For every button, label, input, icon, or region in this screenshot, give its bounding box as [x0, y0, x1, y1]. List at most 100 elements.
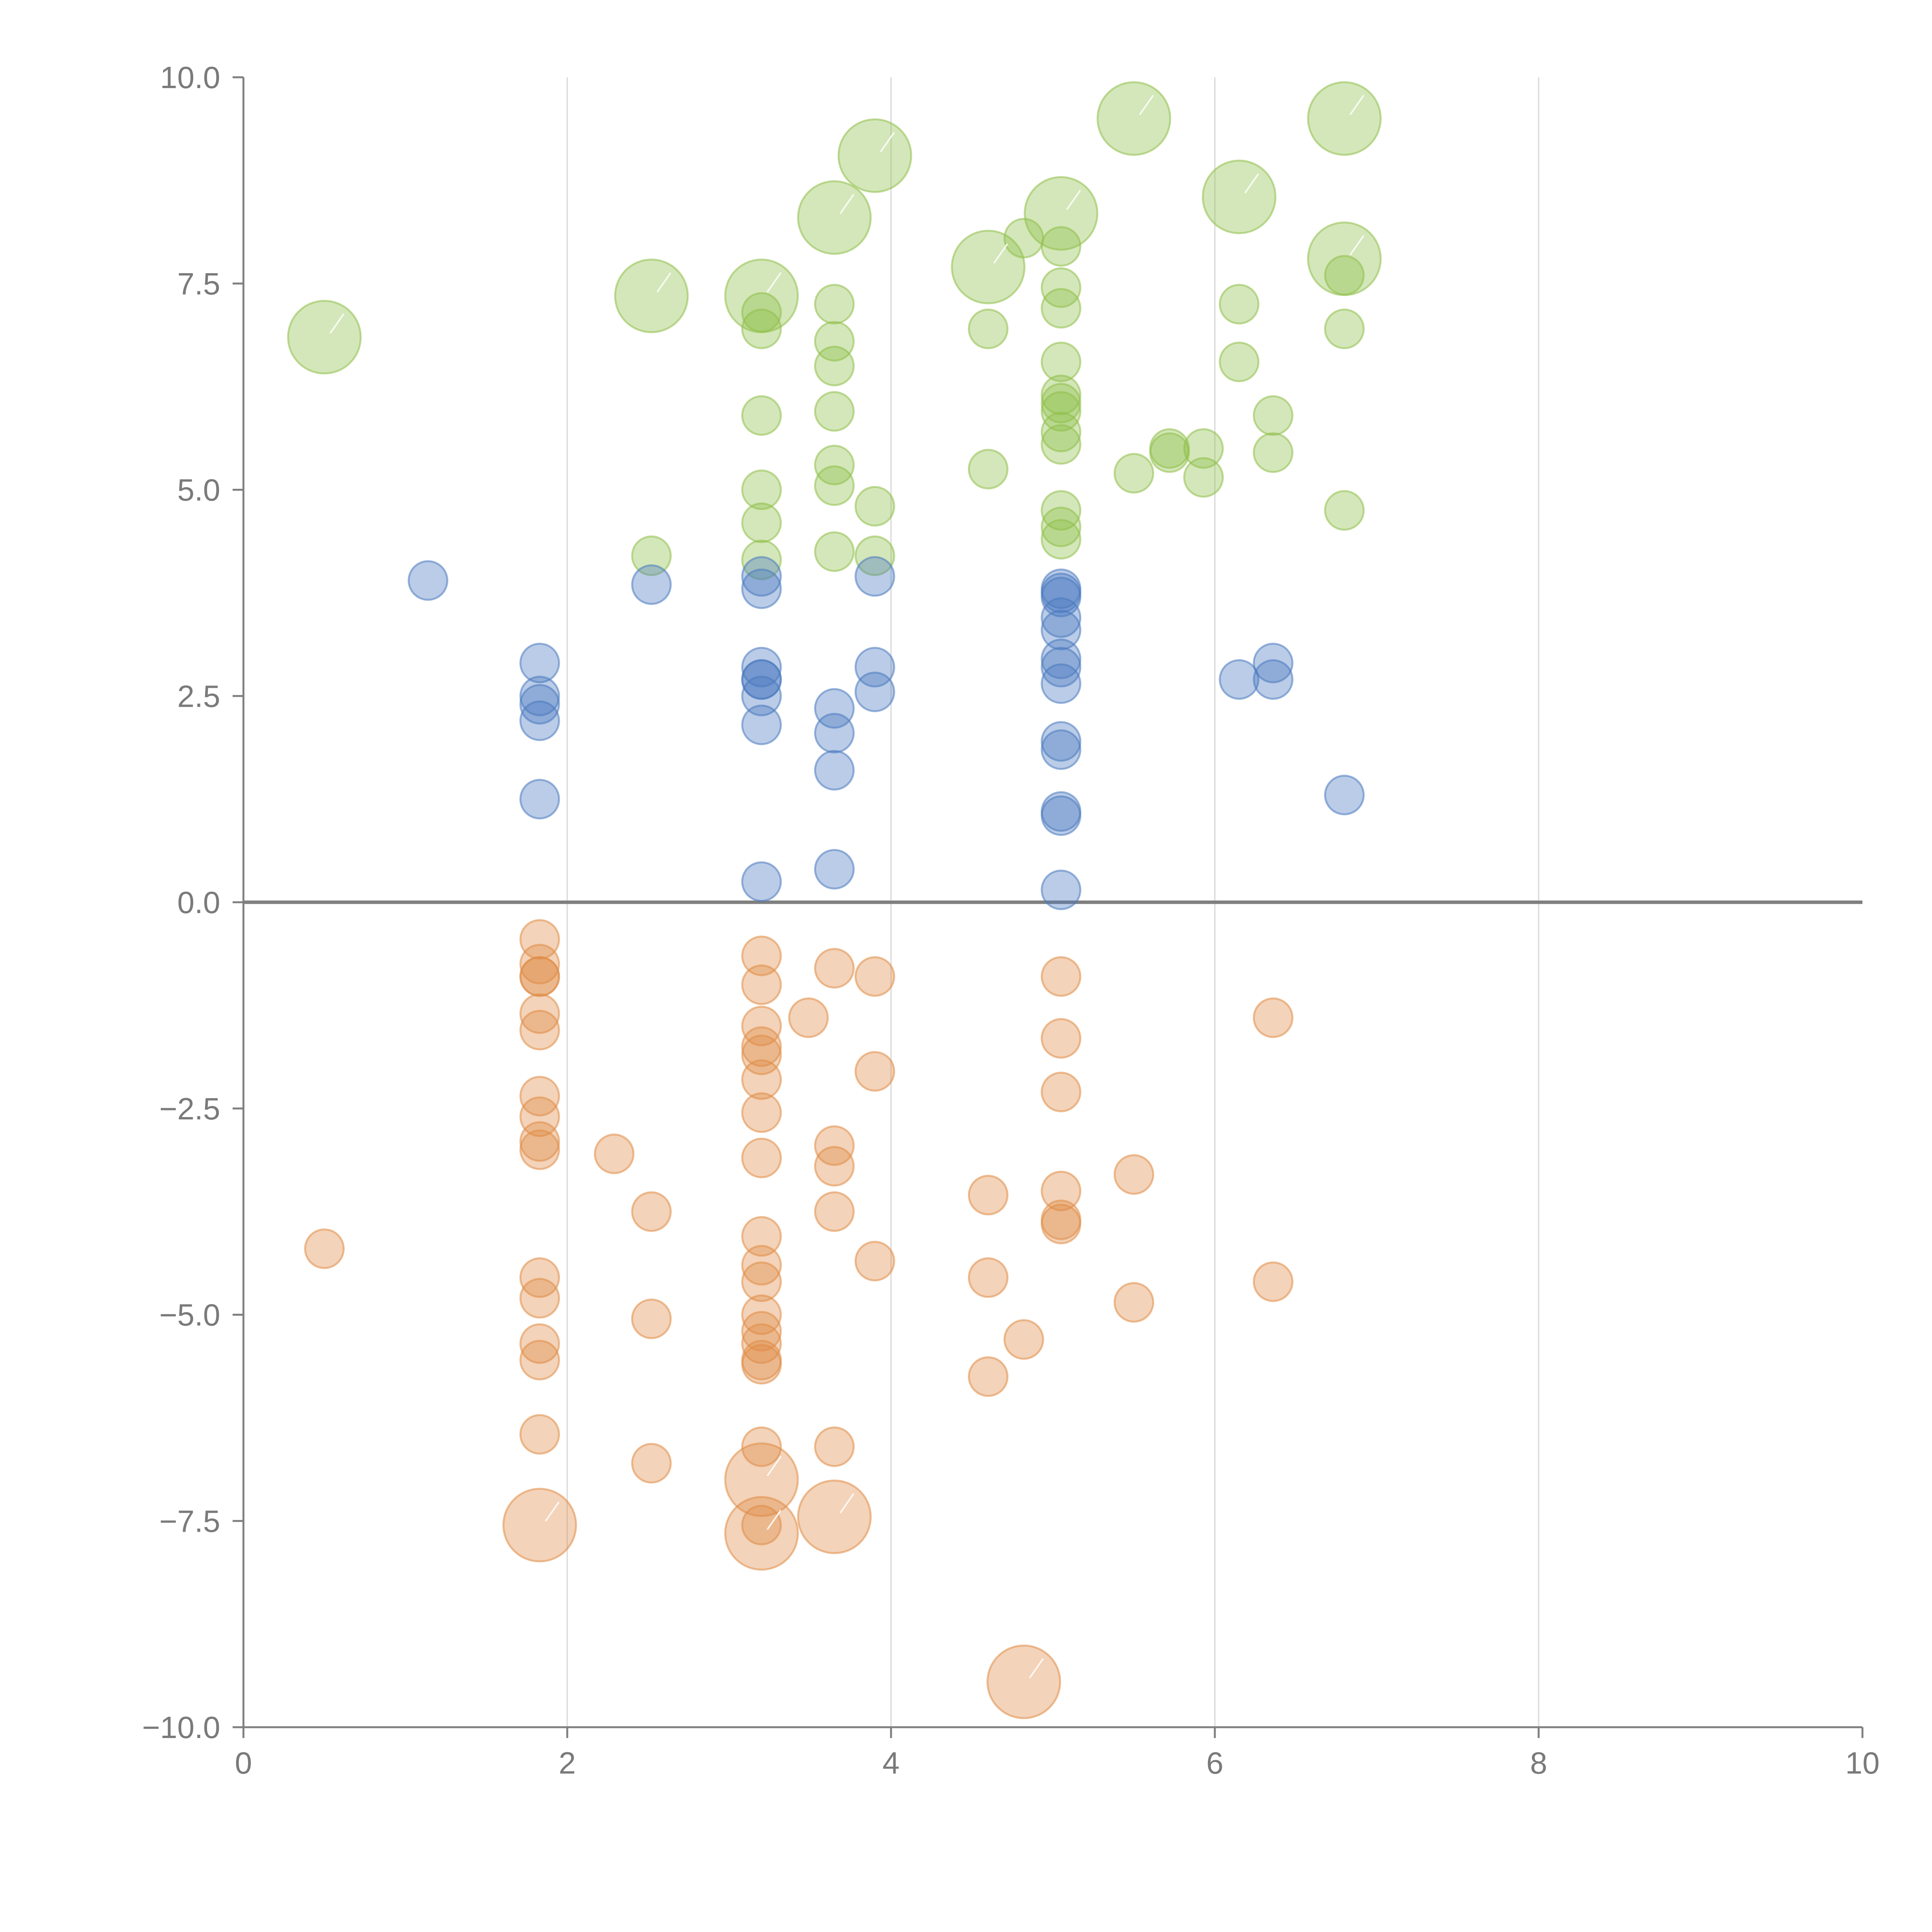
blue-bubble — [814, 688, 855, 729]
orange-bubble — [1041, 956, 1082, 997]
y-tick-label: 10.0 — [160, 60, 220, 95]
green-bubble — [1041, 383, 1082, 423]
green-bubble — [1253, 395, 1294, 436]
orange-leader-line — [545, 1501, 560, 1522]
orange-bubble — [741, 935, 782, 976]
orange-bubble — [854, 956, 895, 997]
orange-bubble — [814, 948, 855, 989]
orange-bubble — [741, 1034, 782, 1075]
orange-bubble — [741, 1261, 782, 1302]
blue-bubble — [1041, 869, 1082, 910]
orange-bubble — [741, 1026, 782, 1067]
green-leader-line — [880, 132, 895, 152]
orange-bubble — [814, 1191, 855, 1232]
green-bubble — [631, 535, 672, 576]
orange-bubble — [594, 1133, 635, 1174]
blue-bubble — [854, 672, 895, 713]
orange-bubble — [741, 1505, 782, 1546]
green-bubble — [814, 465, 855, 506]
green-bubble — [1041, 226, 1082, 267]
blue-bubble — [519, 675, 560, 716]
orange-bubble — [1041, 1204, 1082, 1245]
orange-bubble — [519, 1278, 560, 1319]
green-bubble — [951, 230, 1026, 304]
blue-bubble — [1041, 638, 1082, 679]
orange-bubble — [519, 956, 560, 997]
orange-bubble — [968, 1175, 1009, 1216]
blue-bubble — [1041, 577, 1082, 617]
green-leader-line — [839, 194, 854, 214]
orange-bubble — [502, 1488, 577, 1563]
blue-bubble — [1041, 647, 1082, 688]
orange-bubble — [1041, 1071, 1082, 1112]
orange-bubble — [1253, 1261, 1294, 1302]
orange-bubble — [519, 1323, 560, 1364]
green-bubble — [1041, 267, 1082, 308]
green-leader-line — [1349, 235, 1364, 255]
green-bubble — [1041, 519, 1082, 560]
green-bubble — [968, 449, 1009, 490]
orange-leader-line — [767, 1510, 782, 1530]
green-bubble — [1202, 160, 1277, 235]
blue-bubble — [741, 556, 782, 597]
blue-bubble — [1324, 774, 1365, 815]
orange-bubble — [1041, 1018, 1082, 1059]
orange-bubble — [854, 1241, 895, 1282]
green-bubble — [741, 395, 782, 436]
blue-bubble — [814, 849, 855, 890]
orange-bubble — [519, 1010, 560, 1051]
orange-bubble — [519, 919, 560, 960]
green-bubble — [1253, 432, 1294, 473]
blue-bubble — [741, 568, 782, 609]
blue-bubble — [741, 647, 782, 688]
orange-bubble — [741, 1138, 782, 1179]
green-bubble — [1219, 342, 1260, 383]
blue-bubble — [1041, 609, 1082, 650]
blue-bubble — [1041, 597, 1082, 638]
orange-bubble — [741, 1323, 782, 1364]
green-bubble — [614, 259, 689, 333]
green-bubble — [1041, 288, 1082, 329]
green-bubble — [741, 292, 782, 333]
blue-bubble — [741, 659, 782, 700]
x-tick-label: 8 — [1530, 1746, 1548, 1780]
green-bubble — [1041, 424, 1082, 465]
green-leader-line — [656, 272, 672, 293]
blue-bubble — [519, 700, 560, 741]
orange-bubble — [814, 1146, 855, 1187]
green-bubble — [741, 469, 782, 510]
x-tick-label: 4 — [883, 1746, 900, 1780]
y-tick-label: 5.0 — [177, 473, 220, 507]
y-tick-label: −10.0 — [142, 1710, 220, 1745]
orange-bubble — [986, 1645, 1061, 1719]
blue-bubble — [1041, 729, 1082, 770]
green-bubble — [1041, 374, 1082, 415]
green-bubble — [968, 308, 1009, 349]
y-tick-label: 0.0 — [177, 885, 220, 920]
green-bubble — [854, 535, 895, 576]
orange-bubble — [741, 1005, 782, 1046]
orange-bubble — [797, 1480, 872, 1554]
green-bubble — [814, 284, 855, 325]
green-leader-line — [1244, 173, 1259, 194]
orange-bubble — [1003, 1319, 1044, 1360]
green-bubble — [1219, 284, 1260, 325]
green-bubble — [814, 345, 855, 386]
orange-bubble — [968, 1257, 1009, 1298]
orange-bubble — [631, 1443, 672, 1484]
blue-bubble — [814, 750, 855, 791]
green-leader-line — [329, 313, 345, 334]
orange-bubble — [519, 1257, 560, 1298]
y-tick-label: −5.0 — [159, 1298, 220, 1332]
blue-bubble — [1041, 721, 1082, 762]
green-bubble — [797, 180, 872, 255]
x-tick-label: 2 — [559, 1746, 576, 1780]
blue-bubble — [1219, 659, 1260, 700]
y-tick-label: 2.5 — [177, 679, 220, 713]
y-tick-label: −7.5 — [159, 1504, 220, 1538]
orange-bubble — [1253, 997, 1294, 1038]
orange-bubble — [1114, 1154, 1154, 1195]
x-tick-label: 0 — [235, 1746, 252, 1780]
